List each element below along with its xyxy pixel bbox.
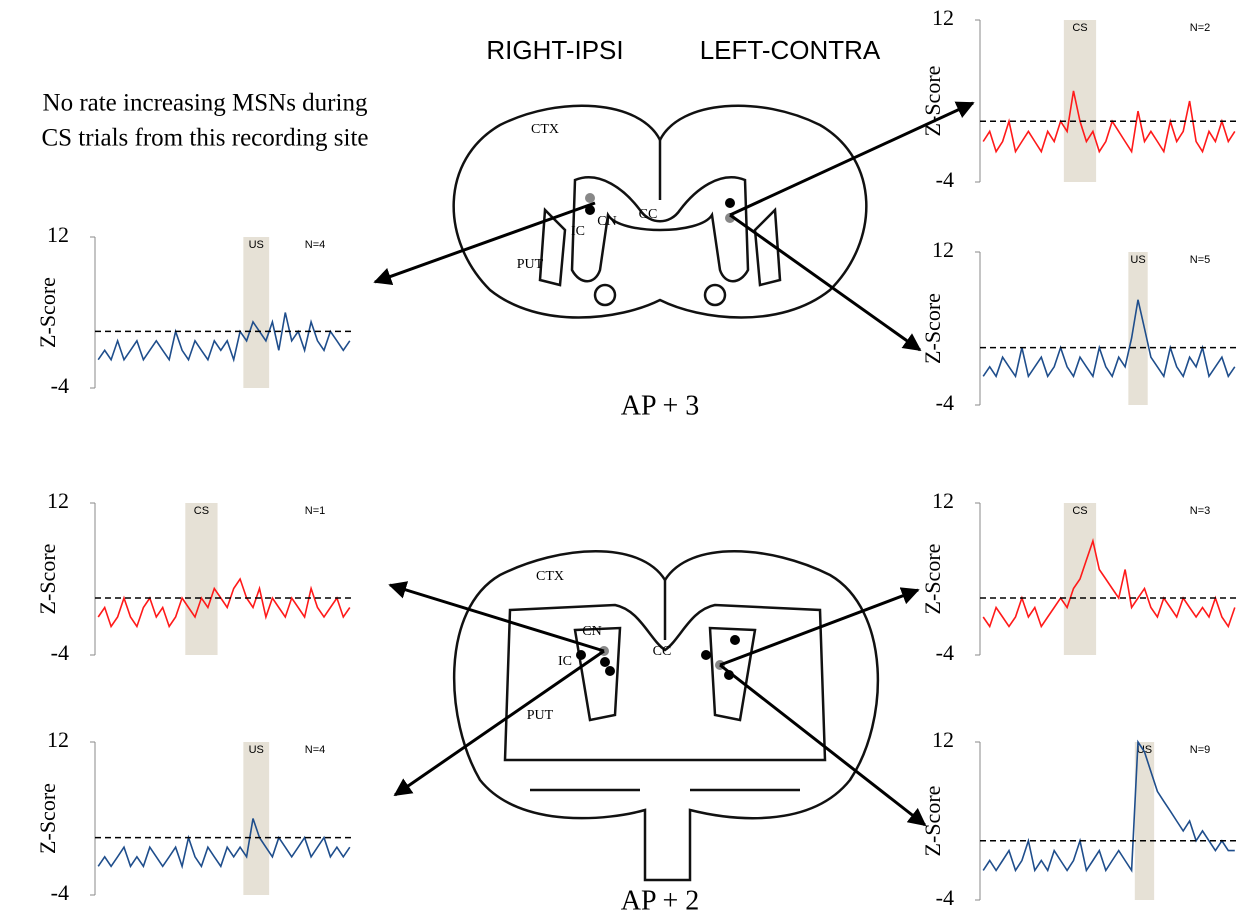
y-tick-label: -4 xyxy=(936,640,954,665)
window-label: CS xyxy=(1072,505,1087,517)
note-line: No rate increasing MSNs during xyxy=(43,90,368,117)
stimulus-window xyxy=(1128,252,1148,405)
panel-annotation: N=9 xyxy=(1190,744,1211,756)
stimulus-window xyxy=(1134,742,1155,900)
panel-annotation: N=1 xyxy=(305,505,326,517)
region-label: CTX xyxy=(536,569,564,584)
y-tick-label: 12 xyxy=(932,488,954,513)
region-label: CC xyxy=(639,207,658,222)
stimulus-window xyxy=(243,742,270,895)
region-label: PUT xyxy=(517,257,544,272)
window-label: CS xyxy=(194,505,209,517)
y-tick-label: -4 xyxy=(936,885,954,910)
region-label: CC xyxy=(653,644,672,659)
region-label: CN xyxy=(582,624,601,639)
window-label: CS xyxy=(1072,22,1087,34)
y-axis-label: Z-Score xyxy=(35,544,60,615)
panel-annotation: N=3 xyxy=(1190,505,1211,517)
y-tick-label: -4 xyxy=(936,390,954,415)
window-label: US xyxy=(249,239,264,251)
y-tick-label: 12 xyxy=(47,727,69,752)
y-axis-label: Z-Score xyxy=(35,277,60,348)
header-right: LEFT-CONTRA xyxy=(700,35,881,65)
arrows xyxy=(373,101,975,827)
region-label: CN xyxy=(597,214,616,229)
stimulus-window xyxy=(243,237,270,388)
panel-annotation: N=4 xyxy=(305,744,326,756)
region-label: IC xyxy=(558,654,572,669)
region-label: PUT xyxy=(527,708,554,723)
y-axis-label: Z-Score xyxy=(920,66,945,137)
brain-section xyxy=(452,550,880,882)
note-line: CS trials from this recording site xyxy=(41,125,368,152)
y-tick-label: -4 xyxy=(51,880,69,905)
y-tick-label: -4 xyxy=(51,373,69,398)
trace xyxy=(97,818,351,870)
panel-annotation: N=2 xyxy=(1190,22,1211,34)
trace xyxy=(97,312,351,363)
y-axis-label: Z-Score xyxy=(920,786,945,857)
header-left: RIGHT-IPSI xyxy=(486,35,623,65)
y-tick-label: -4 xyxy=(51,640,69,665)
y-axis-label: Z-Score xyxy=(920,544,945,615)
y-tick-label: 12 xyxy=(932,727,954,752)
trace xyxy=(982,538,1236,629)
panel-annotation: N=5 xyxy=(1190,254,1211,266)
region-label: CTX xyxy=(531,122,559,137)
y-tick-label: 12 xyxy=(47,222,69,247)
brain-section xyxy=(452,104,868,319)
y-axis-label: Z-Score xyxy=(35,783,60,854)
panel-annotation: N=4 xyxy=(305,239,326,251)
trace xyxy=(982,739,1235,873)
stimulus-window xyxy=(185,503,218,655)
trace xyxy=(982,299,1236,379)
y-tick-label: 12 xyxy=(932,5,954,30)
stimulus-window xyxy=(1063,20,1097,182)
section-label: AP + 2 xyxy=(621,885,700,916)
y-tick-label: 12 xyxy=(47,488,69,513)
y-axis-label: Z-Score xyxy=(920,293,945,364)
y-tick-label: 12 xyxy=(932,237,954,262)
trace xyxy=(97,577,351,629)
window-label: US xyxy=(1130,254,1145,266)
region-label: IC xyxy=(571,224,585,239)
window-label: US xyxy=(249,744,264,756)
section-label: AP + 3 xyxy=(621,390,700,421)
y-tick-label: -4 xyxy=(936,167,954,192)
